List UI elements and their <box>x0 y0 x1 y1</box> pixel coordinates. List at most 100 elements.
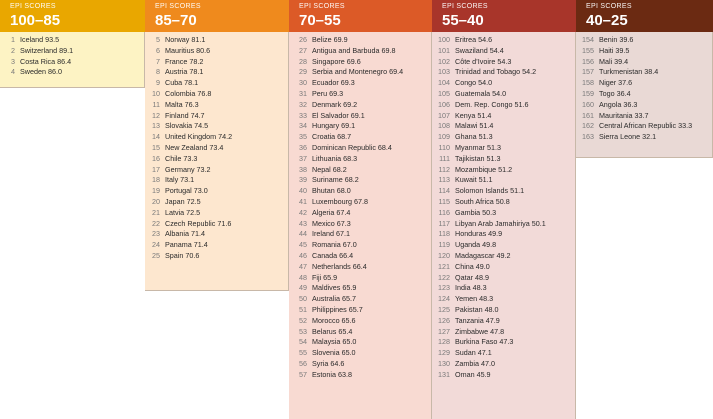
rank-number: 4 <box>11 67 15 77</box>
country-row: 161 Mauritania 33.7 <box>576 111 712 122</box>
rank-number: 49 <box>299 283 307 293</box>
country-row: 107 Kenya 51.4 <box>432 111 575 122</box>
rank-number: 123 <box>438 283 450 293</box>
country-score: Côte d’Ivoire 54.3 <box>455 56 512 66</box>
rank-number: 57 <box>299 369 307 379</box>
country-score: Haiti 39.5 <box>599 45 630 55</box>
country-row: 17 Germany 73.2 <box>145 165 288 176</box>
country-score: Central African Republic 33.3 <box>599 121 693 131</box>
rank-number: 45 <box>299 240 307 250</box>
rank-number: 25 <box>152 250 160 260</box>
rank-number: 24 <box>152 240 160 250</box>
country-row: 10 Colombia 76.8 <box>145 89 288 100</box>
country-row: 54 Malaysia 65.0 <box>289 337 431 348</box>
country-row: 122 Qatar 48.9 <box>432 273 575 284</box>
rank-number: 158 <box>582 78 594 88</box>
country-row: 30 Ecuador 69.3 <box>289 78 431 89</box>
rank-number: 53 <box>299 326 307 336</box>
country-score: Mexico 67.3 <box>312 218 351 228</box>
rank-number: 104 <box>438 78 450 88</box>
rank-number: 26 <box>299 35 307 44</box>
country-score: Germany 73.2 <box>165 164 211 174</box>
country-row: 41 Luxembourg 67.8 <box>289 197 431 208</box>
rank-number: 131 <box>438 369 450 379</box>
column-range: 55–40 <box>442 12 484 29</box>
country-score: Mauritius 80.6 <box>165 45 211 55</box>
rank-number: 55 <box>299 348 307 358</box>
rank-number: 109 <box>438 132 450 142</box>
rank-number: 51 <box>299 304 307 314</box>
country-score: Kuwait 51.1 <box>455 175 493 185</box>
rank-number: 23 <box>152 229 160 239</box>
rank-number: 130 <box>438 358 450 368</box>
country-score: Norway 81.1 <box>165 35 206 44</box>
column-header: EPI SCORES 85–70 <box>145 0 289 32</box>
country-score: India 48.3 <box>455 283 487 293</box>
rank-number: 156 <box>582 56 594 66</box>
rank-number: 119 <box>438 240 450 250</box>
rank-number: 56 <box>299 358 307 368</box>
country-score: Romania 67.0 <box>312 240 357 250</box>
country-score: Trinidad and Tobago 54.2 <box>455 67 537 77</box>
country-row: 129 Sudan 47.1 <box>432 348 575 359</box>
country-score: Gambia 50.3 <box>455 207 497 217</box>
country-score: Spain 70.6 <box>165 250 200 260</box>
country-score: Tanzania 47.9 <box>455 315 500 325</box>
country-score: Angola 36.3 <box>599 99 638 109</box>
rank-number: 36 <box>299 142 307 152</box>
rank-number: 10 <box>152 88 160 98</box>
rank-number: 7 <box>156 56 160 66</box>
country-row: 12 Finland 74.7 <box>145 111 288 122</box>
rank-number: 21 <box>152 207 160 217</box>
country-score: Latvia 72.5 <box>165 207 201 217</box>
country-row: 20 Japan 72.5 <box>145 197 288 208</box>
country-row: 104 Congo 54.0 <box>432 78 575 89</box>
rank-number: 127 <box>438 326 450 336</box>
rank-number: 108 <box>438 121 450 131</box>
country-score: Mauritania 33.7 <box>599 110 649 120</box>
country-row: 31 Peru 69.3 <box>289 89 431 100</box>
country-score: Cuba 78.1 <box>165 78 199 88</box>
country-row: 109 Ghana 51.3 <box>432 132 575 143</box>
country-score: Finland 74.7 <box>165 110 205 120</box>
rank-number: 38 <box>299 164 307 174</box>
country-score: Ecuador 69.3 <box>312 78 355 88</box>
rank-number: 2 <box>11 45 15 55</box>
rank-number: 121 <box>438 261 450 271</box>
country-row: 126 Tanzania 47.9 <box>432 316 575 327</box>
country-score: Burkina Faso 47.3 <box>455 337 514 347</box>
country-score: Dem. Rep. Congo 51.6 <box>455 99 529 109</box>
rank-number: 41 <box>299 196 307 206</box>
rank-number: 29 <box>299 67 307 77</box>
rank-number: 32 <box>299 99 307 109</box>
country-row: 25 Spain 70.6 <box>145 251 288 262</box>
rank-number: 15 <box>152 142 160 152</box>
rank-number: 114 <box>438 186 450 196</box>
rank-number: 100 <box>438 35 450 44</box>
country-row: 123 India 48.3 <box>432 283 575 294</box>
country-row: 1 Iceland 93.5 <box>0 35 144 46</box>
country-row: 130 Zambia 47.0 <box>432 359 575 370</box>
rank-number: 107 <box>438 110 450 120</box>
country-row: 48 Fiji 65.9 <box>289 273 431 284</box>
country-row: 57 Estonia 63.8 <box>289 370 431 381</box>
country-score: Panama 71.4 <box>165 240 208 250</box>
country-score: Italy 73.1 <box>165 175 195 185</box>
country-score: Costa Rica 86.4 <box>20 56 72 66</box>
rank-number: 129 <box>438 348 450 358</box>
column-list: 26 Belize 69.9 27 Antigua and Barbuda 69.8 2… <box>289 32 432 419</box>
country-row: 2 Switzerland 89.1 <box>0 46 144 57</box>
rank-number: 122 <box>438 272 450 282</box>
country-score: United Kingdom 74.2 <box>165 132 233 142</box>
country-score: Benin 39.6 <box>599 35 634 44</box>
country-score: Zimbabwe 47.8 <box>455 326 505 336</box>
rank-number: 112 <box>438 164 450 174</box>
country-row: 14 United Kingdom 74.2 <box>145 132 288 143</box>
country-score: Croatia 68.7 <box>312 132 352 142</box>
rank-number: 106 <box>438 99 450 109</box>
column-list: 154 Benin 39.6 155 Haiti 39.5 156 Mali 39.4 15… <box>576 32 713 158</box>
score-column-55-40: EPI SCORES 55–40 100 Eritrea 54.6 101 Swazi… <box>432 0 576 419</box>
country-row: 162 Central African Republic 33.3 <box>576 121 712 132</box>
country-row: 156 Mali 39.4 <box>576 57 712 68</box>
country-row: 29 Serbia and Montenegro 69.4 <box>289 67 431 78</box>
